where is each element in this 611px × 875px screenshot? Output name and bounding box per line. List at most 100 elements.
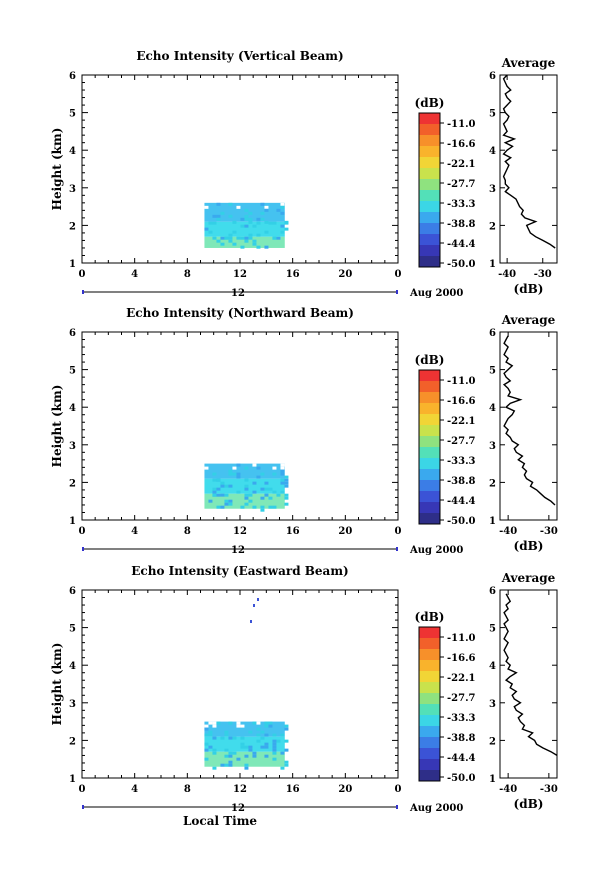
- echo-cell: [240, 236, 245, 240]
- colorbar-segment: [419, 392, 440, 404]
- echo-cell: [228, 239, 233, 243]
- x-tick-label: 0: [395, 784, 402, 795]
- echo-cell: [228, 754, 233, 758]
- profile-title: Average: [501, 56, 556, 70]
- echo-cell: [280, 733, 285, 737]
- colorbar-segment: [419, 256, 440, 268]
- x-tick-label: 16: [286, 269, 300, 280]
- echo-cell: [280, 481, 285, 485]
- y-tick-label: 3: [69, 184, 76, 195]
- echo-cell: [224, 236, 229, 240]
- echo-gap: [256, 721, 261, 725]
- panel-3: Echo Intensity (Eastward Beam)0 4 8 12 16 20 0…: [50, 564, 558, 828]
- echo-cell: [244, 208, 249, 212]
- colorbar-tick-label: -44.4: [447, 239, 476, 250]
- echo-cell: [264, 745, 269, 749]
- profile-line: [503, 593, 558, 756]
- echo-cell: [276, 493, 281, 497]
- echo-cell: [280, 478, 285, 482]
- echo-cell: [280, 469, 285, 473]
- echo-cell: [244, 214, 249, 218]
- echo-cell: [240, 224, 245, 228]
- colorbar-segment: [419, 146, 440, 158]
- colorbar-tick-label: -44.4: [447, 753, 476, 764]
- echo-gap: [204, 724, 209, 728]
- echo-cell: [224, 730, 229, 734]
- echo-gap: [232, 466, 237, 470]
- echo-cell: [260, 202, 265, 206]
- echo-cell: [260, 472, 265, 476]
- colorbar-tick-label: -22.1: [447, 416, 476, 427]
- echo-cell: [244, 766, 249, 770]
- echo-cell: [240, 742, 245, 746]
- y-tick-label: 5: [69, 109, 76, 120]
- day-bar-start: [82, 290, 84, 294]
- profile-y-tick-label: 5: [489, 366, 496, 377]
- day-label: 12: [231, 545, 245, 556]
- echo-cell: [252, 721, 257, 725]
- heatmap-cells: [204, 598, 289, 770]
- echo-cell: [252, 239, 257, 243]
- echo-cell: [256, 733, 261, 737]
- echo-cell: [272, 236, 277, 240]
- echo-cell: [212, 490, 217, 494]
- echo-cell: [224, 733, 229, 737]
- echo-cell: [248, 236, 253, 240]
- echo-cell: [228, 721, 233, 725]
- colorbar-segment: [419, 223, 440, 235]
- echo-cell: [228, 236, 233, 240]
- echo-cell: [224, 763, 229, 767]
- colorbar-segment: [419, 627, 440, 639]
- profile-x-tick-label: -40: [499, 526, 517, 537]
- echo-cell: [248, 745, 253, 749]
- echo-cell: [252, 505, 257, 509]
- echo-cell: [280, 472, 285, 476]
- colorbar-frame: [418, 626, 441, 782]
- colorbar-tick-label: -16.6: [447, 139, 476, 150]
- colorbar-segment: [419, 480, 440, 492]
- echo-cell: [244, 487, 249, 491]
- colorbar-segment: [419, 469, 440, 481]
- echo-cell: [220, 242, 225, 246]
- echo-cell: [284, 493, 289, 497]
- echo-cell: [272, 748, 277, 752]
- colorbar-segment: [419, 704, 440, 716]
- colorbar-tick-label: -33.3: [447, 199, 476, 210]
- echo-cell: [260, 496, 265, 500]
- x-tick-label: 0: [79, 526, 86, 537]
- echo-cell: [268, 721, 273, 725]
- profile-y-tick-label: 1: [489, 774, 496, 785]
- echo-cell: [280, 230, 285, 234]
- colorbar-tick-label: -33.3: [447, 713, 476, 724]
- echo-cell: [232, 230, 237, 234]
- date-label: Aug 2000: [409, 288, 463, 299]
- x-tick-label: 4: [131, 526, 138, 537]
- echo-cell: [224, 484, 229, 488]
- colorbar-segment: [419, 234, 440, 246]
- echo-cell: [244, 239, 249, 243]
- profile-frame: [499, 589, 558, 779]
- echo-gap: [284, 463, 289, 467]
- y-tick-label: 2: [69, 478, 76, 489]
- echo-cell: [220, 484, 225, 488]
- colorbar-segment: [419, 671, 440, 683]
- x-tick-label: 12: [233, 784, 247, 795]
- profile-y-tick-label: 6: [489, 586, 496, 597]
- colorbar-segment: [419, 179, 440, 191]
- echo-cell: [220, 211, 225, 215]
- echo-cell: [280, 490, 285, 494]
- x-tick-label: 20: [338, 526, 352, 537]
- echo-cell: [260, 736, 265, 740]
- colorbar-frame: [418, 112, 441, 268]
- echo-cell: [284, 763, 289, 767]
- echo-cell: [260, 211, 265, 215]
- colorbar-segment: [419, 245, 440, 257]
- colorbar-segment: [419, 190, 440, 202]
- echo-cell: [228, 472, 233, 476]
- echo-cell: [228, 214, 233, 218]
- echo-cell: [208, 499, 213, 503]
- y-tick-label: 2: [69, 221, 76, 232]
- colorbar-tick-label: -16.6: [447, 396, 476, 407]
- day-bar-end: [396, 805, 398, 809]
- echo-cell: [220, 763, 225, 767]
